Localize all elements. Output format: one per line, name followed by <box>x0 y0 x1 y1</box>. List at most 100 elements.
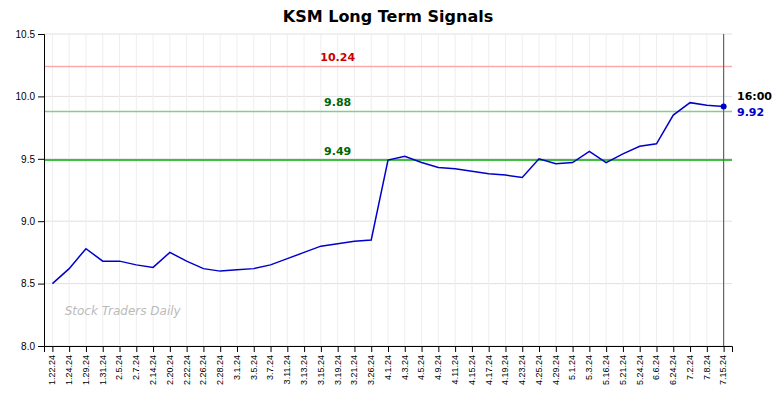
x-tick: 3.1.24 <box>232 346 242 380</box>
grid-line-x <box>320 34 321 346</box>
x-tick-label: 2.26.24 <box>198 355 208 385</box>
grid-line-x <box>337 34 338 346</box>
marks <box>44 34 732 346</box>
x-tick-mark <box>724 346 725 352</box>
x-tick: 3.19.24 <box>333 346 343 385</box>
x-tick-mark <box>673 346 674 352</box>
x-tick: 4.3.24 <box>400 346 410 380</box>
grid-line-x <box>236 34 237 346</box>
x-tick-label: 4.1.24 <box>383 355 393 380</box>
x-tick-mark <box>120 346 121 352</box>
x-tick-mark <box>422 346 423 352</box>
x-tick-label: 7.8.24 <box>702 355 712 380</box>
y-tick: 10.0 <box>16 91 44 102</box>
x-tick-label: 7.15.24 <box>718 355 728 385</box>
x-tick-mark <box>388 346 389 352</box>
grid-line-x <box>690 34 691 346</box>
y-tick: 8.0 <box>21 341 44 352</box>
grid-line-x <box>186 34 187 346</box>
x-tick-label: 3.7.24 <box>265 355 275 380</box>
y-tick-label: 10.0 <box>16 91 36 102</box>
grid <box>44 34 732 346</box>
grid-line-x <box>505 34 506 346</box>
x-tick-mark <box>220 346 221 352</box>
y-tick-label: 9.0 <box>21 216 35 227</box>
x-tick: 7.8.24 <box>702 346 712 380</box>
grid-line-x <box>153 34 154 346</box>
grid-line-x <box>354 34 355 346</box>
grid-line-x <box>220 34 221 346</box>
x-tick-label: 4.23.24 <box>517 355 527 385</box>
x-tick: 3.26.24 <box>366 346 376 385</box>
x-tick: 3.13.24 <box>299 346 309 385</box>
grid-line-x <box>253 34 254 346</box>
grid-line-x <box>52 34 53 346</box>
grid-line-x <box>438 34 439 346</box>
x-tick: 1.31.24 <box>98 346 108 385</box>
y-tick-mark <box>38 284 44 285</box>
grid-line-x <box>471 34 472 346</box>
x-tick-mark <box>606 346 607 352</box>
x-tick: 4.25.24 <box>534 346 544 385</box>
x-tick-label: 2.14.24 <box>148 355 158 385</box>
grid-line-x <box>102 34 103 346</box>
x-tick: 5.24.24 <box>635 346 645 385</box>
grid-line-x <box>488 34 489 346</box>
x-tick: 3.7.24 <box>265 346 275 380</box>
x-tick-label: 1.24.24 <box>64 355 74 385</box>
grid-line-x <box>673 34 674 346</box>
reference-label: 10.24 <box>320 51 355 64</box>
grid-line-x <box>404 34 405 346</box>
grid-line-x <box>455 34 456 346</box>
x-tick: 4.11.24 <box>450 346 460 384</box>
x-tick-label: 1.29.24 <box>81 355 91 385</box>
x-tick-mark <box>170 346 171 352</box>
x-tick-label: 2.20.24 <box>165 355 175 385</box>
x-tick: 3.5.24 <box>249 346 259 380</box>
y-tick-label: 8.5 <box>21 278 35 289</box>
grid-line-x <box>723 34 724 346</box>
x-tick-mark <box>405 346 406 352</box>
grid-line-x <box>287 34 288 346</box>
x-tick-mark <box>556 346 557 352</box>
x-tick-label: 2.28.24 <box>215 355 225 385</box>
x-tick-label: 3.19.24 <box>333 355 343 385</box>
reference-label: 9.88 <box>324 96 351 109</box>
x-tick-label: 3.13.24 <box>299 355 309 385</box>
reference-line <box>44 111 732 113</box>
x-tick-label: 6.6.24 <box>651 355 661 380</box>
grid-line-x <box>539 34 540 346</box>
x-tick-mark <box>86 346 87 352</box>
x-tick: 4.29.24 <box>551 346 561 385</box>
x-axis: 1.22.241.24.241.29.241.31.242.5.242.7.24… <box>45 346 733 385</box>
x-tick-label: 2.5.24 <box>114 355 124 380</box>
x-tick-label: 2.22.24 <box>182 355 192 385</box>
x-tick-label: 4.29.24 <box>551 355 561 385</box>
x-tick-label: 4.15.24 <box>467 355 477 385</box>
grid-line-x <box>304 34 305 346</box>
y-tick-mark <box>38 159 44 160</box>
plot: Stock Traders Daily10.249.889.4916:009.9… <box>16 29 773 385</box>
y-tick: 8.5 <box>21 278 44 289</box>
x-tick-label: 4.11.24 <box>450 355 460 384</box>
x-tick-label: 5.16.24 <box>601 355 611 385</box>
grid-line-x <box>203 34 204 346</box>
x-tick-mark <box>203 346 204 352</box>
x-tick: 6.6.24 <box>651 346 661 380</box>
x-tick-mark <box>254 346 255 352</box>
grid-line-x <box>656 34 657 346</box>
y-tick-mark <box>38 221 44 222</box>
x-tick-label: 5.24.24 <box>635 355 645 385</box>
y-tick-label: 9.5 <box>21 154 35 165</box>
grid-line-x <box>119 34 120 346</box>
x-tick-label: 5.3.24 <box>584 355 594 380</box>
x-tick: 5.3.24 <box>584 346 594 380</box>
last-point-line <box>723 34 724 346</box>
x-tick-mark <box>589 346 590 352</box>
x-tick-mark <box>136 346 137 352</box>
x-tick: 7.15.24 <box>718 346 728 385</box>
x-tick: 6.24.24 <box>668 346 678 385</box>
title: KSM Long Term Signals <box>283 7 493 26</box>
x-tick: 4.23.24 <box>517 346 527 385</box>
grid-line-x <box>270 34 271 346</box>
